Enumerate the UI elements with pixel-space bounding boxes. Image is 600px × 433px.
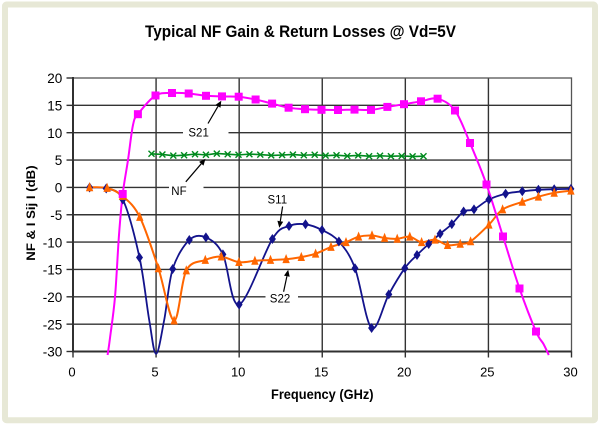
svg-text:10: 10 xyxy=(47,126,62,141)
svg-text:15: 15 xyxy=(47,99,62,114)
svg-text:15: 15 xyxy=(314,365,328,380)
svg-text:25: 25 xyxy=(480,365,494,380)
svg-text:NF & I Sij I (dB): NF & I Sij I (dB) xyxy=(26,165,38,260)
svg-text:5: 5 xyxy=(151,365,158,380)
svg-text:S11: S11 xyxy=(268,194,288,206)
svg-text:-15: -15 xyxy=(43,263,63,278)
svg-text:0: 0 xyxy=(68,365,75,380)
svg-text:20: 20 xyxy=(397,365,411,380)
svg-text:Frequency (GHz): Frequency (GHz) xyxy=(271,386,374,402)
svg-text:0: 0 xyxy=(55,181,63,196)
svg-text:-25: -25 xyxy=(43,317,63,332)
svg-text:Typical NF Gain & Return Losse: Typical NF Gain & Return Losses @ Vd=5V xyxy=(145,23,456,41)
svg-text:-10: -10 xyxy=(43,235,63,250)
svg-text:-30: -30 xyxy=(43,345,63,360)
svg-text:-5: -5 xyxy=(50,208,62,223)
svg-text:5: 5 xyxy=(55,153,63,168)
svg-text:30: 30 xyxy=(563,365,577,380)
svg-text:-20: -20 xyxy=(43,290,63,305)
svg-text:20: 20 xyxy=(47,71,62,86)
svg-text:S22: S22 xyxy=(270,293,290,305)
svg-text:NF: NF xyxy=(171,186,186,198)
svg-text:10: 10 xyxy=(231,365,245,380)
svg-text:S21: S21 xyxy=(188,127,208,139)
